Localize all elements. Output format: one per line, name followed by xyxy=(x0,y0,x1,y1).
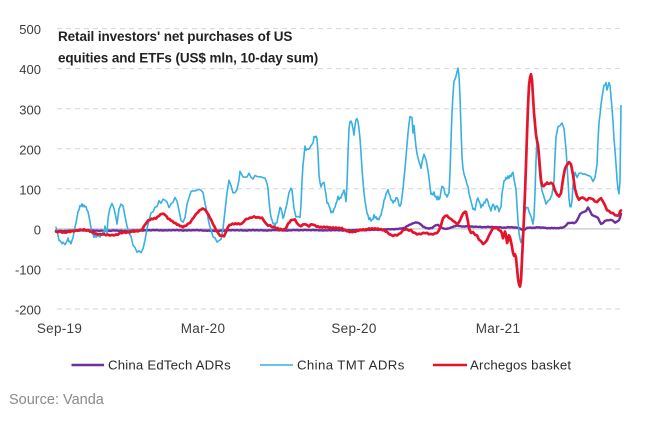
svg-text:equities and ETFs (US$ mln, 10: equities and ETFs (US$ mln, 10-day sum) xyxy=(58,51,318,66)
svg-text:400: 400 xyxy=(19,62,41,77)
svg-text:500: 500 xyxy=(19,22,41,37)
svg-text:Sep-19: Sep-19 xyxy=(37,321,82,336)
svg-text:Sep-20: Sep-20 xyxy=(331,321,376,336)
svg-text:-200: -200 xyxy=(15,303,41,318)
svg-text:300: 300 xyxy=(19,102,41,117)
svg-text:-100: -100 xyxy=(15,263,41,278)
svg-text:Mar-20: Mar-20 xyxy=(181,321,226,336)
svg-text:China EdTech ADRs: China EdTech ADRs xyxy=(108,358,231,373)
svg-text:Retail investors' net purchase: Retail investors' net purchases of US xyxy=(58,29,292,44)
svg-text:Source: Vanda: Source: Vanda xyxy=(9,392,105,408)
svg-text:Mar-21: Mar-21 xyxy=(476,321,521,336)
svg-text:100: 100 xyxy=(19,182,41,197)
svg-text:0: 0 xyxy=(34,223,41,238)
svg-text:200: 200 xyxy=(19,142,41,157)
svg-text:China TMT ADRs: China TMT ADRs xyxy=(297,358,405,373)
svg-text:Archegos basket: Archegos basket xyxy=(470,358,571,373)
